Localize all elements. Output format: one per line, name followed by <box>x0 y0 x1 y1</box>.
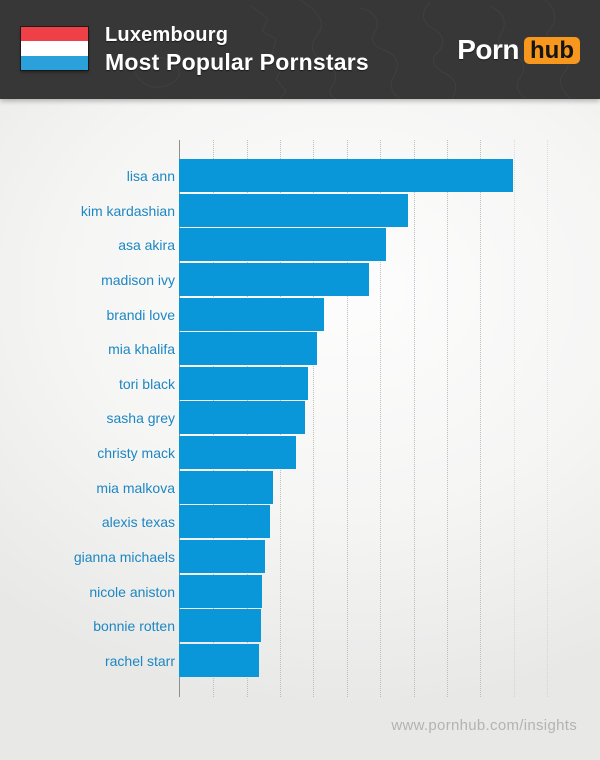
page-title: Most Popular Pornstars <box>105 49 369 75</box>
chart-row: nicole aniston <box>0 574 600 610</box>
flag-stripe-red <box>21 27 88 42</box>
bar-label: christy mack <box>97 445 175 461</box>
chart-row: tori black <box>0 366 600 402</box>
bar <box>179 366 309 400</box>
gridline <box>547 140 548 697</box>
bar <box>179 262 369 296</box>
bar-label: tori black <box>118 375 175 392</box>
bar <box>179 401 306 435</box>
header-titles: Luxembourg Most Popular Pornstars <box>105 22 369 76</box>
bar <box>179 505 271 539</box>
chart-row: alexis texas <box>0 505 600 540</box>
bar <box>179 228 386 262</box>
chart-row: christy mack <box>0 436 600 471</box>
flag-stripe-white <box>21 41 88 56</box>
gridline <box>346 140 348 697</box>
bar-label: bonnie rotten <box>93 618 175 635</box>
chart-row: kim kardashian <box>0 193 600 229</box>
bar <box>179 609 262 643</box>
gridline <box>313 140 315 697</box>
bar <box>179 297 325 331</box>
chart-row: mia khalifa <box>0 332 600 367</box>
chart-row: gianna michaels <box>0 539 600 575</box>
bar <box>179 643 260 677</box>
chart-rows: lisa ann kim kardashian asa akira madiso… <box>0 159 600 678</box>
bar-label: rachel starr <box>104 652 175 669</box>
chart-row: asa akira <box>0 228 600 263</box>
bar-chart: lisa ann kim kardashian asa akira madiso… <box>0 140 600 697</box>
gridline <box>513 140 515 697</box>
gridline <box>380 140 382 697</box>
chart-row: mia malkova <box>0 470 600 506</box>
bar <box>179 332 318 366</box>
country-title: Luxembourg <box>105 24 229 46</box>
pornhub-logo: Porn hub <box>457 34 580 66</box>
bar-label: mia malkova <box>96 479 175 496</box>
bar-label: mia khalifa <box>108 341 175 358</box>
bar-label: sasha grey <box>106 410 175 427</box>
header: Luxembourg Most Popular Pornstars Porn h… <box>0 0 600 99</box>
luxembourg-flag <box>21 27 88 70</box>
footer-url: www.pornhub.com/insights <box>391 717 577 734</box>
bar-label: nicole aniston <box>89 583 175 600</box>
bar-label: madison ivy <box>101 271 175 288</box>
bar-label: kim kardashian <box>80 202 175 219</box>
chart-row: brandi love <box>0 297 600 333</box>
chart-row: bonnie rotten <box>0 609 600 644</box>
logo-text-porn: Porn <box>457 34 520 65</box>
gridline <box>480 140 482 697</box>
gridline <box>446 140 448 697</box>
bar <box>179 470 274 504</box>
chart-row: sasha grey <box>0 401 600 436</box>
flag-stripe-blue <box>21 55 88 70</box>
gridline <box>413 140 415 697</box>
chart-row: rachel starr <box>0 643 600 679</box>
bar-label: gianna michaels <box>73 548 175 565</box>
bar-label: brandi love <box>106 306 176 323</box>
bar <box>179 574 263 608</box>
logo-text-hub: hub <box>524 36 580 64</box>
bar <box>179 436 297 469</box>
bar-label: alexis texas <box>101 514 175 531</box>
chart-row: lisa ann <box>0 159 600 194</box>
chart-row: madison ivy <box>0 262 600 298</box>
bar-label: lisa ann <box>126 168 175 184</box>
bar-label: asa akira <box>118 237 175 254</box>
bar <box>179 539 266 573</box>
bar <box>179 159 513 192</box>
bar <box>179 193 408 227</box>
